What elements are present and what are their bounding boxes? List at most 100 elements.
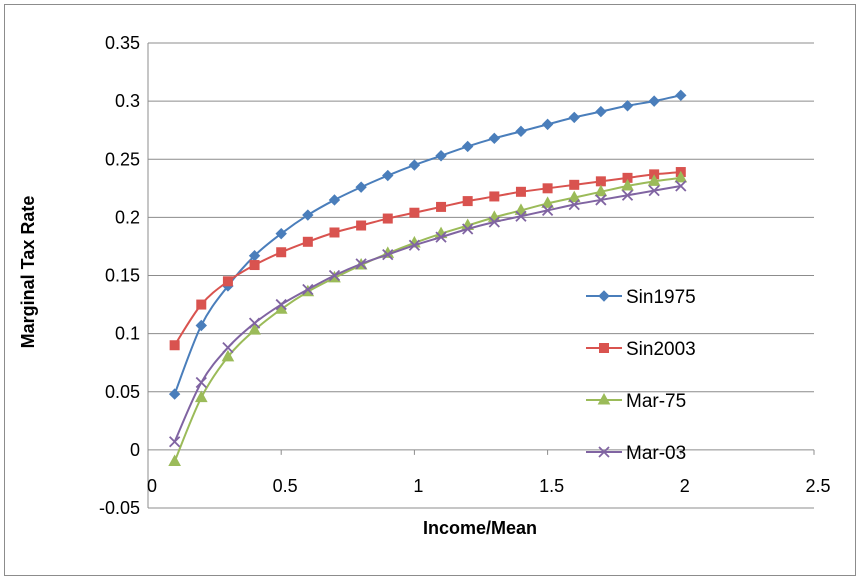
y-tick-label: 0.05 <box>105 382 140 402</box>
data-point <box>221 349 235 362</box>
data-point <box>168 454 181 466</box>
data-point <box>648 185 660 197</box>
series-Mar-75 <box>168 170 688 466</box>
data-point <box>595 176 606 187</box>
data-point <box>647 174 661 186</box>
data-point <box>674 170 688 183</box>
x-tick-label: 2.5 <box>805 476 830 496</box>
data-point <box>276 247 287 258</box>
y-tick-label: -0.05 <box>99 498 140 518</box>
legend: Sin1975 Sin2003 Mar-75 Mar-03 <box>586 287 696 464</box>
data-point <box>542 183 553 194</box>
legend-marker <box>598 290 610 302</box>
data-point <box>462 223 474 235</box>
data-point <box>541 196 554 208</box>
data-point <box>648 95 660 107</box>
data-point <box>382 213 393 224</box>
data-point <box>169 340 180 351</box>
data-point <box>328 269 341 282</box>
chart-frame <box>4 4 856 576</box>
legend-label: Mar-03 <box>626 443 686 464</box>
data-point <box>488 132 501 145</box>
data-point <box>222 341 234 354</box>
data-point <box>408 159 421 171</box>
y-tick-label: 0 <box>130 440 140 460</box>
data-point <box>355 258 367 270</box>
data-point <box>222 276 233 287</box>
data-point <box>195 376 207 389</box>
legend-item: Mar-03 <box>586 443 686 464</box>
legend-marker <box>599 343 609 353</box>
data-point <box>568 111 580 124</box>
data-point <box>569 179 580 190</box>
x-tick-label: 0 <box>147 476 157 496</box>
data-point <box>356 220 367 231</box>
data-point <box>621 189 634 201</box>
data-point <box>621 178 634 191</box>
data-point <box>382 248 394 261</box>
data-point <box>275 227 287 240</box>
legend-label: Sin2003 <box>626 339 696 360</box>
data-point <box>436 201 447 212</box>
data-point <box>541 204 554 217</box>
data-point <box>514 203 528 215</box>
x-axis-title: Income/Mean <box>423 518 537 538</box>
data-point <box>355 181 367 193</box>
data-point <box>328 194 341 206</box>
legend-marker <box>597 392 611 405</box>
data-point <box>435 150 447 162</box>
y-tick-label: 0.1 <box>115 324 140 344</box>
data-point <box>675 89 687 102</box>
legend-marker <box>598 446 610 458</box>
series-Sin1975 <box>168 89 687 400</box>
series-Mar-03 <box>169 180 687 448</box>
y-tick-label: 0.35 <box>105 33 140 53</box>
data-point <box>461 140 474 153</box>
data-point <box>194 390 208 403</box>
data-point <box>567 190 581 203</box>
data-point <box>302 283 314 296</box>
y-axis-title: Marginal Tax Rate <box>18 196 38 349</box>
data-point <box>248 317 261 329</box>
data-point <box>248 323 261 335</box>
data-point <box>515 210 527 222</box>
x-tick-label: 0.5 <box>273 476 298 496</box>
data-point <box>515 125 527 138</box>
legend-label: Sin1975 <box>626 287 696 308</box>
data-point <box>408 239 421 251</box>
gridlines <box>148 42 814 509</box>
legend-item: Sin2003 <box>586 339 696 360</box>
data-point <box>195 319 207 332</box>
data-point <box>382 169 394 182</box>
data-point <box>595 105 607 118</box>
series-layer <box>168 89 688 466</box>
x-tick-label: 2 <box>680 476 690 496</box>
data-point <box>409 207 420 218</box>
data-point <box>168 388 181 400</box>
data-point <box>595 194 607 206</box>
data-point <box>302 236 313 247</box>
data-point <box>488 216 500 228</box>
legend-item: Mar-75 <box>586 391 686 412</box>
y-tick-label: 0.25 <box>105 149 140 169</box>
data-point <box>568 198 580 211</box>
data-point <box>462 196 473 207</box>
data-point <box>249 260 260 271</box>
x-tick-labels: 0 0.5 1 1.5 2 2.5 <box>147 476 831 496</box>
y-tick-labels: -0.05 0 0.05 0.1 0.15 0.2 0.25 0.3 0.35 <box>99 33 140 518</box>
data-point <box>621 100 634 112</box>
y-tick-label: 0.2 <box>115 207 140 227</box>
x-tick-label: 1 <box>413 476 423 496</box>
data-point <box>594 184 608 197</box>
data-point <box>302 209 314 221</box>
data-point <box>489 191 500 202</box>
y-tick-label: 0.3 <box>115 91 140 111</box>
legend-label: Mar-75 <box>626 391 686 412</box>
series-Sin2003 <box>169 167 686 351</box>
data-point <box>329 227 340 238</box>
legend-item: Sin1975 <box>586 287 696 308</box>
data-point <box>675 180 687 192</box>
x-tick-label: 1.5 <box>539 476 564 496</box>
axes <box>147 43 815 508</box>
y-tick-label: 0.15 <box>105 266 140 286</box>
